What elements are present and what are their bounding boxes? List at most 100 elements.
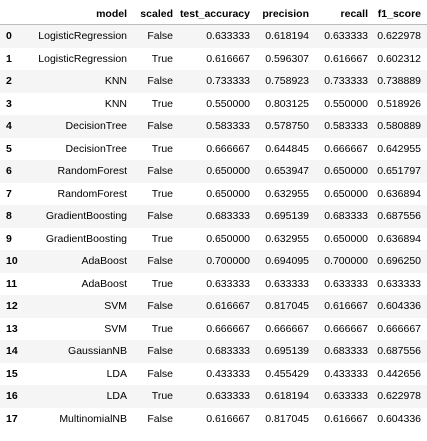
f1-score-cell: 0.604336 <box>377 300 421 313</box>
header-index <box>0 4 26 25</box>
precision-cell: 0.618194 <box>265 390 309 403</box>
model-cell: DecisionTree <box>65 120 127 133</box>
row-index: 16 <box>6 390 18 403</box>
test-accuracy-cell: 0.616667 <box>206 52 250 65</box>
scaled-cell: True <box>151 52 173 65</box>
table-row: 4 DecisionTree False 0.583333 0.578750 0.5833… <box>0 115 427 138</box>
f1-score-cell: 0.518926 <box>377 97 421 110</box>
test-accuracy-cell: 0.616667 <box>206 412 250 425</box>
scaled-cell: True <box>151 390 173 403</box>
scaled-cell: False <box>147 120 173 133</box>
test-accuracy-cell: 0.616667 <box>206 300 250 313</box>
f1-score-cell: 0.622978 <box>377 390 421 403</box>
scaled-cell: False <box>147 412 173 425</box>
row-index: 1 <box>6 52 12 65</box>
model-cell: AdaBoost <box>81 255 127 268</box>
f1-score-cell: 0.666667 <box>377 322 421 335</box>
precision-cell: 0.653947 <box>265 165 309 178</box>
test-accuracy-cell: 0.633333 <box>206 277 250 290</box>
scaled-cell: True <box>151 142 173 155</box>
precision-cell: 0.644845 <box>265 142 309 155</box>
table-row: 5 DecisionTree True 0.666667 0.644845 0.66666… <box>0 138 427 161</box>
table-row: 6 RandomForest False 0.650000 0.653947 0.6500… <box>0 160 427 183</box>
precision-cell: 0.817045 <box>265 412 309 425</box>
table-row: 3 KNN True 0.550000 0.803125 0.550000 0.518926 <box>0 93 427 116</box>
row-index: 10 <box>6 255 18 268</box>
table-row: 1 LogisticRegression True 0.616667 0.596307 0… <box>0 48 427 71</box>
row-index: 3 <box>6 97 12 110</box>
table-row: 15 LDA False 0.433333 0.455429 0.433333 0.4426… <box>0 363 427 386</box>
header-model: model <box>96 8 127 20</box>
row-index: 13 <box>6 322 18 335</box>
recall-cell: 0.666667 <box>324 322 368 335</box>
test-accuracy-cell: 0.683333 <box>206 210 250 223</box>
precision-cell: 0.817045 <box>265 300 309 313</box>
recall-cell: 0.683333 <box>324 210 368 223</box>
model-cell: GradientBoosting <box>45 210 127 223</box>
table-row: 14 GaussianNB False 0.683333 0.695139 0.68333… <box>0 340 427 363</box>
precision-cell: 0.666667 <box>265 322 309 335</box>
recall-cell: 0.616667 <box>324 300 368 313</box>
scaled-cell: False <box>147 300 173 313</box>
test-accuracy-cell: 0.666667 <box>206 322 250 335</box>
row-index: 11 <box>6 277 18 290</box>
f1-score-cell: 0.604336 <box>377 412 421 425</box>
scaled-cell: False <box>147 210 173 223</box>
test-accuracy-cell: 0.650000 <box>206 187 250 200</box>
recall-cell: 0.650000 <box>324 232 368 245</box>
row-index: 4 <box>6 120 12 133</box>
test-accuracy-cell: 0.433333 <box>206 367 250 380</box>
test-accuracy-cell: 0.700000 <box>206 255 250 268</box>
f1-score-cell: 0.651797 <box>377 165 421 178</box>
table-row: 2 KNN False 0.733333 0.758923 0.733333 0.73888… <box>0 70 427 93</box>
results-table: model scaled test_accuracy precision rec… <box>0 4 427 430</box>
test-accuracy-cell: 0.683333 <box>206 345 250 358</box>
table-row: 9 GradientBoosting True 0.650000 0.632955 0.6… <box>0 228 427 251</box>
scaled-cell: True <box>151 187 173 200</box>
scaled-cell: False <box>147 30 173 43</box>
recall-cell: 0.700000 <box>324 255 368 268</box>
scaled-cell: True <box>151 277 173 290</box>
model-cell: KNN <box>104 75 127 88</box>
test-accuracy-cell: 0.650000 <box>206 232 250 245</box>
table-row: 16 LDA True 0.633333 0.618194 0.633333 0.62297… <box>0 385 427 408</box>
table-row: 0 LogisticRegression False 0.633333 0.618194… <box>0 24 427 48</box>
recall-cell: 0.666667 <box>324 142 368 155</box>
table-row: 7 RandomForest True 0.650000 0.632955 0.65000… <box>0 183 427 206</box>
precision-cell: 0.578750 <box>265 120 309 133</box>
scaled-cell: True <box>151 232 173 245</box>
recall-cell: 0.616667 <box>324 412 368 425</box>
f1-score-cell: 0.642955 <box>377 142 421 155</box>
table-body: 0 LogisticRegression False 0.633333 0.618194… <box>0 24 427 431</box>
recall-cell: 0.733333 <box>324 75 368 88</box>
model-cell: LDA <box>106 390 127 403</box>
scaled-cell: False <box>147 255 173 268</box>
precision-cell: 0.632955 <box>265 187 309 200</box>
model-cell: RandomForest <box>57 165 127 178</box>
precision-cell: 0.618194 <box>265 30 309 43</box>
f1-score-cell: 0.602312 <box>377 52 421 65</box>
f1-score-cell: 0.442656 <box>377 367 421 380</box>
f1-score-cell: 0.622978 <box>377 30 421 43</box>
recall-cell: 0.633333 <box>324 390 368 403</box>
model-cell: DecisionTree <box>65 142 127 155</box>
table-row: 12 SVM False 0.616667 0.817045 0.616667 0.6043… <box>0 295 427 318</box>
f1-score-cell: 0.738889 <box>377 75 421 88</box>
test-accuracy-cell: 0.633333 <box>206 30 250 43</box>
header-recall: recall <box>340 8 368 20</box>
precision-cell: 0.694095 <box>265 255 309 268</box>
f1-score-cell: 0.696250 <box>377 255 421 268</box>
model-cell: GaussianNB <box>68 345 127 358</box>
test-accuracy-cell: 0.733333 <box>206 75 250 88</box>
recall-cell: 0.650000 <box>324 165 368 178</box>
recall-cell: 0.650000 <box>324 187 368 200</box>
model-cell: KNN <box>104 97 127 110</box>
test-accuracy-cell: 0.583333 <box>206 120 250 133</box>
table-row: 13 SVM True 0.666667 0.666667 0.666667 0.66666… <box>0 318 427 341</box>
precision-cell: 0.632955 <box>265 232 309 245</box>
recall-cell: 0.633333 <box>324 277 368 290</box>
scaled-cell: False <box>147 165 173 178</box>
table-row: 17 MultinomialNB False 0.616667 0.817045 0.61… <box>0 408 427 431</box>
precision-cell: 0.803125 <box>265 97 309 110</box>
model-cell: RandomForest <box>57 187 127 200</box>
